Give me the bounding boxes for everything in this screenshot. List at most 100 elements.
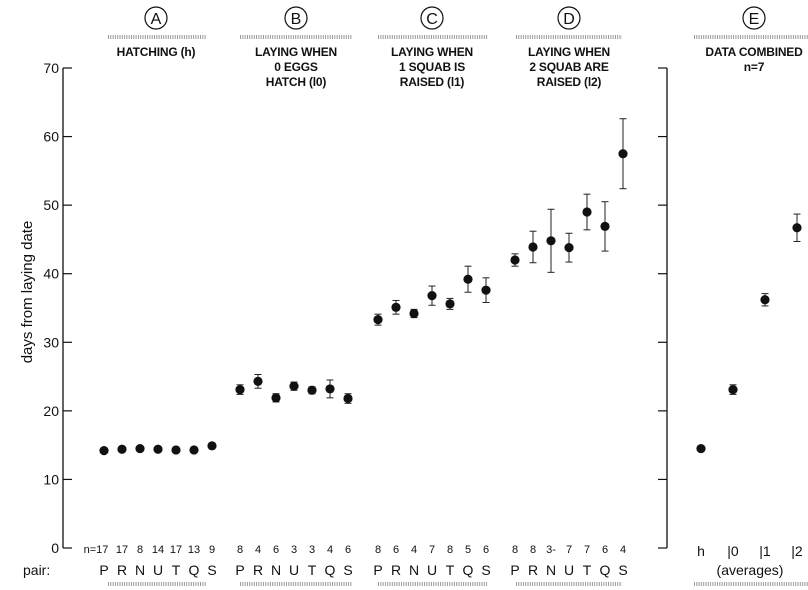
panel-b-pair-P: P xyxy=(235,562,244,578)
panel-b-point-U xyxy=(289,381,299,391)
panel-a-point-N xyxy=(135,443,145,454)
panel-d-pair-R: R xyxy=(528,562,538,578)
panel-b-n-S: 6 xyxy=(345,544,351,556)
panel-a-point-Q xyxy=(189,445,199,455)
panel-b-point-T xyxy=(307,385,317,395)
panel-a-n-P: n=17 xyxy=(84,544,109,556)
panel-a: A HATCHING (h) n=17 17 8 14 17 13 9 P R N U T Q S xyxy=(84,6,217,586)
panel-d-title-line-3: RAISED (l2) xyxy=(537,75,602,89)
panel-a-pair-U: U xyxy=(153,562,163,578)
panel-d-letter: D xyxy=(563,11,575,28)
panel-b-n-Q: 4 xyxy=(327,544,333,556)
panel-d-n-S: 4 xyxy=(620,544,626,556)
panel-d-n-T: 7 xyxy=(584,544,590,556)
axes: 0 10 20 30 40 50 60 70 xyxy=(43,60,668,556)
panel-b-point-Q xyxy=(325,384,335,394)
panel-a-n-S: 9 xyxy=(209,544,215,556)
panel-e-title-line-2: n=7 xyxy=(744,60,765,74)
panel-a-letter-circle xyxy=(144,6,168,30)
panel-e-point-h xyxy=(696,443,706,454)
panel-a-pair-N: N xyxy=(135,562,145,578)
pair-row-label: pair: xyxy=(23,562,50,578)
panel-c-point-S xyxy=(481,285,491,295)
y-tick-label-60: 60 xyxy=(43,129,59,145)
panel-e-point-l0 xyxy=(728,385,738,395)
panel-d-title-line-1: LAYING WHEN xyxy=(528,45,610,59)
panel-b-n-T: 3 xyxy=(309,544,315,556)
panel-d-point-Q xyxy=(600,221,610,231)
panel-c-n-U: 7 xyxy=(429,544,435,556)
panel-b-n-U: 3 xyxy=(291,544,297,556)
panel-a-point-T xyxy=(171,445,181,455)
panel-a-point-R xyxy=(117,444,127,454)
panel-d-pair-N: N xyxy=(546,562,556,578)
panel-a-pair-Q: Q xyxy=(189,562,200,578)
panel-d-n-U: 7 xyxy=(566,544,572,556)
panel-b-n-N: 6 xyxy=(273,544,279,556)
panel-e-category-l0: |0 xyxy=(727,543,739,559)
panel-c-n-R: 6 xyxy=(393,544,399,556)
panel-b-title-line-2: 0 EGGS xyxy=(274,60,318,74)
panel-e-title-line-1: DATA COMBINED xyxy=(705,45,803,59)
panel-a-pair-S: S xyxy=(207,562,216,578)
panel-c-point-R xyxy=(391,302,401,312)
panel-b-title-line-1: LAYING WHEN xyxy=(255,45,337,59)
panel-c-title-line-3: RAISED (l1) xyxy=(400,75,465,89)
panel-e-point-l1 xyxy=(760,295,770,305)
panel-e-letter: E xyxy=(749,11,760,28)
panel-c-n-Q: 5 xyxy=(465,544,471,556)
panel-d-title-line-2: 2 SQUAB ARE xyxy=(529,60,609,74)
panel-b-point-N xyxy=(271,393,281,403)
panel-c-pair-U: U xyxy=(427,562,437,578)
panel-b-point-R xyxy=(253,376,263,386)
panel-d-point-T xyxy=(582,207,592,217)
panel-e-letter-circle xyxy=(742,6,766,30)
panel-e-bottom-label: (averages) xyxy=(717,562,784,578)
panel-b-pair-N: N xyxy=(271,562,281,578)
panel-a-point-P xyxy=(99,446,109,456)
panel-a-n-N: 8 xyxy=(137,544,143,556)
y-tick-label-50: 50 xyxy=(43,197,59,213)
panel-a-n-T: 17 xyxy=(170,544,182,556)
panel-a-title-line-1: HATCHING (h) xyxy=(117,45,196,59)
panel-d-n-R: 8 xyxy=(530,544,536,556)
panel-c-point-P xyxy=(373,315,383,325)
y-tick-label-40: 40 xyxy=(43,266,59,282)
panel-d-letter-circle xyxy=(557,6,581,30)
panel-c-pair-Q: Q xyxy=(463,562,474,578)
panel-d-pair-T: T xyxy=(583,562,592,578)
y-tick-label-10: 10 xyxy=(43,471,59,487)
panel-a-n-Q: 13 xyxy=(188,544,200,556)
panel-e-category-l1: |1 xyxy=(759,543,771,559)
panel-d-point-U xyxy=(564,243,574,253)
panel-d-n-N: 3- xyxy=(546,544,556,556)
y-axis-label: days from laying date xyxy=(19,221,36,364)
panel-b-letter-circle xyxy=(284,6,308,30)
panel-a-pair-T: T xyxy=(172,562,181,578)
panel-c-pair-S: S xyxy=(481,562,490,578)
panel-c-point-T xyxy=(445,299,455,309)
panel-c-pair-N: N xyxy=(409,562,419,578)
panel-d-point-N xyxy=(546,236,556,246)
panel-a-pair-P: P xyxy=(99,562,108,578)
panel-b-title-line-3: HATCH (l0) xyxy=(266,75,327,89)
panel-b-point-P xyxy=(235,385,245,395)
y-tick-label-70: 70 xyxy=(43,60,59,76)
panel-c-n-T: 8 xyxy=(447,544,453,556)
panel-b-n-R: 4 xyxy=(255,544,261,556)
panel-d-pair-Q: Q xyxy=(600,562,611,578)
panel-a-n-U: 14 xyxy=(152,544,164,556)
panel-d-pair-U: U xyxy=(564,562,574,578)
panel-c-n-N: 4 xyxy=(411,544,417,556)
panel-c-point-Q xyxy=(463,274,473,284)
panel-d-pair-P: P xyxy=(510,562,519,578)
panel-d-point-R xyxy=(528,242,538,252)
panel-b-pair-T: T xyxy=(308,562,317,578)
panel-c-pair-P: P xyxy=(373,562,382,578)
panel-b-point-S xyxy=(343,393,353,404)
